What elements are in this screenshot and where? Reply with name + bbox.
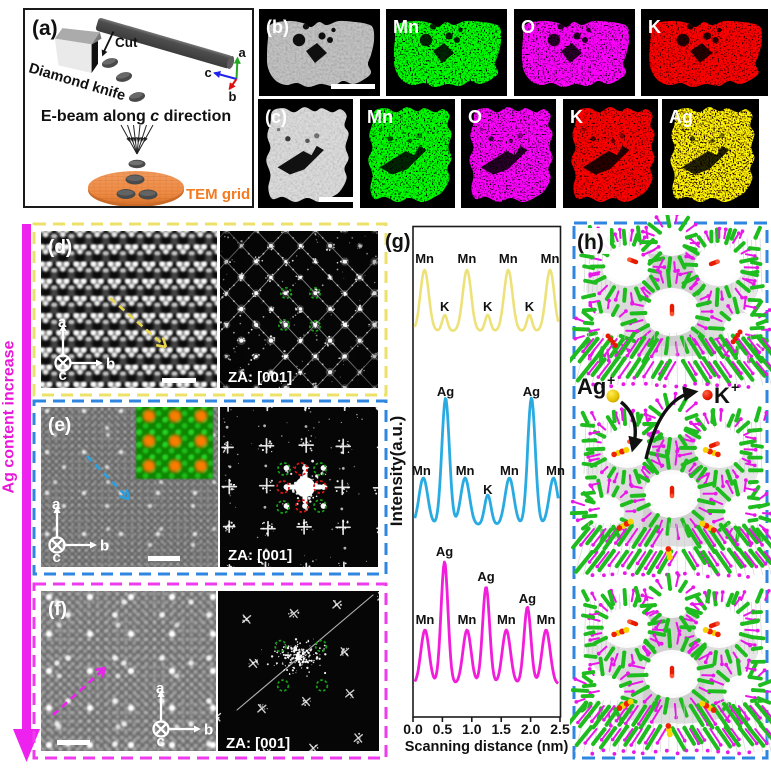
svg-text:K: K xyxy=(714,383,730,408)
svg-text:1.5: 1.5 xyxy=(491,721,511,737)
svg-text:K: K xyxy=(483,299,493,314)
svg-text:b: b xyxy=(100,538,109,555)
svg-text:Ag: Ag xyxy=(577,374,606,399)
svg-text:Ag: Ag xyxy=(436,544,453,559)
svg-text:ZA: [001]: ZA: [001] xyxy=(228,369,292,386)
svg-text:Ag: Ag xyxy=(519,591,536,606)
svg-text:b: b xyxy=(106,356,115,373)
svg-text:Intensity(a.u.): Intensity(a.u.) xyxy=(387,416,406,527)
svg-text:Ag: Ag xyxy=(669,107,693,127)
svg-text:Ag: Ag xyxy=(437,384,454,399)
svg-text:1.0: 1.0 xyxy=(462,721,482,737)
svg-text:Mn: Mn xyxy=(458,612,477,627)
svg-text:Ag: Ag xyxy=(477,569,494,584)
svg-text:Mn: Mn xyxy=(415,251,434,266)
svg-text:Ag: Ag xyxy=(523,384,540,399)
svg-text:E-beam along c direction: E-beam along c direction xyxy=(41,108,231,125)
svg-text:Cut: Cut xyxy=(115,35,138,50)
svg-text:ZA: [001]: ZA: [001] xyxy=(226,735,290,751)
svg-text:(f): (f) xyxy=(48,599,67,620)
svg-text:Mn: Mn xyxy=(497,612,516,627)
svg-text:(g): (g) xyxy=(385,231,411,253)
svg-text:c: c xyxy=(53,549,61,566)
svg-text:a: a xyxy=(58,314,67,331)
svg-text:(d): (d) xyxy=(48,237,72,258)
svg-text:K: K xyxy=(648,17,661,37)
svg-text:Mn: Mn xyxy=(456,463,475,478)
svg-text:2.5: 2.5 xyxy=(550,721,570,737)
svg-text:Mn: Mn xyxy=(499,251,518,266)
svg-text:Mn: Mn xyxy=(537,612,556,627)
svg-text:c: c xyxy=(205,65,212,80)
svg-text:Mn: Mn xyxy=(541,251,560,266)
svg-text:c: c xyxy=(157,733,165,750)
svg-text:K: K xyxy=(440,299,450,314)
svg-text:Mn: Mn xyxy=(393,17,419,37)
svg-text:O: O xyxy=(521,17,535,37)
svg-text:(e): (e) xyxy=(48,415,71,436)
svg-text:K: K xyxy=(570,107,583,127)
svg-text:Mn: Mn xyxy=(416,612,435,627)
svg-text:K: K xyxy=(525,299,535,314)
svg-text:2.0: 2.0 xyxy=(521,721,541,737)
svg-text:ZA: [001]: ZA: [001] xyxy=(228,547,292,564)
svg-text:Scanning distance (nm): Scanning distance (nm) xyxy=(405,739,569,755)
svg-text:Mn: Mn xyxy=(412,463,431,478)
svg-text:+: + xyxy=(607,372,615,388)
svg-text:O: O xyxy=(468,107,482,127)
svg-text:a: a xyxy=(239,45,247,60)
svg-text:Ag content increase: Ag content increase xyxy=(1,340,18,493)
svg-text:Mn: Mn xyxy=(500,463,519,478)
svg-text:a: a xyxy=(52,496,61,513)
svg-text:0.5: 0.5 xyxy=(433,721,453,737)
svg-text:(c): (c) xyxy=(265,107,287,127)
svg-text:Mn: Mn xyxy=(458,251,477,266)
svg-text:(a): (a) xyxy=(32,17,58,40)
svg-text:c: c xyxy=(59,367,67,384)
svg-text:b: b xyxy=(229,89,237,104)
svg-text:(b): (b) xyxy=(266,17,289,37)
svg-text:Mn: Mn xyxy=(546,463,565,478)
svg-text:(h): (h) xyxy=(577,231,604,254)
svg-text:+: + xyxy=(731,379,739,395)
svg-text:a: a xyxy=(156,680,165,697)
svg-text:TEM grid: TEM grid xyxy=(186,186,250,203)
svg-text:0.0: 0.0 xyxy=(403,721,423,737)
svg-text:b: b xyxy=(204,722,213,739)
svg-text:Mn: Mn xyxy=(367,107,393,127)
svg-text:K: K xyxy=(483,482,493,497)
